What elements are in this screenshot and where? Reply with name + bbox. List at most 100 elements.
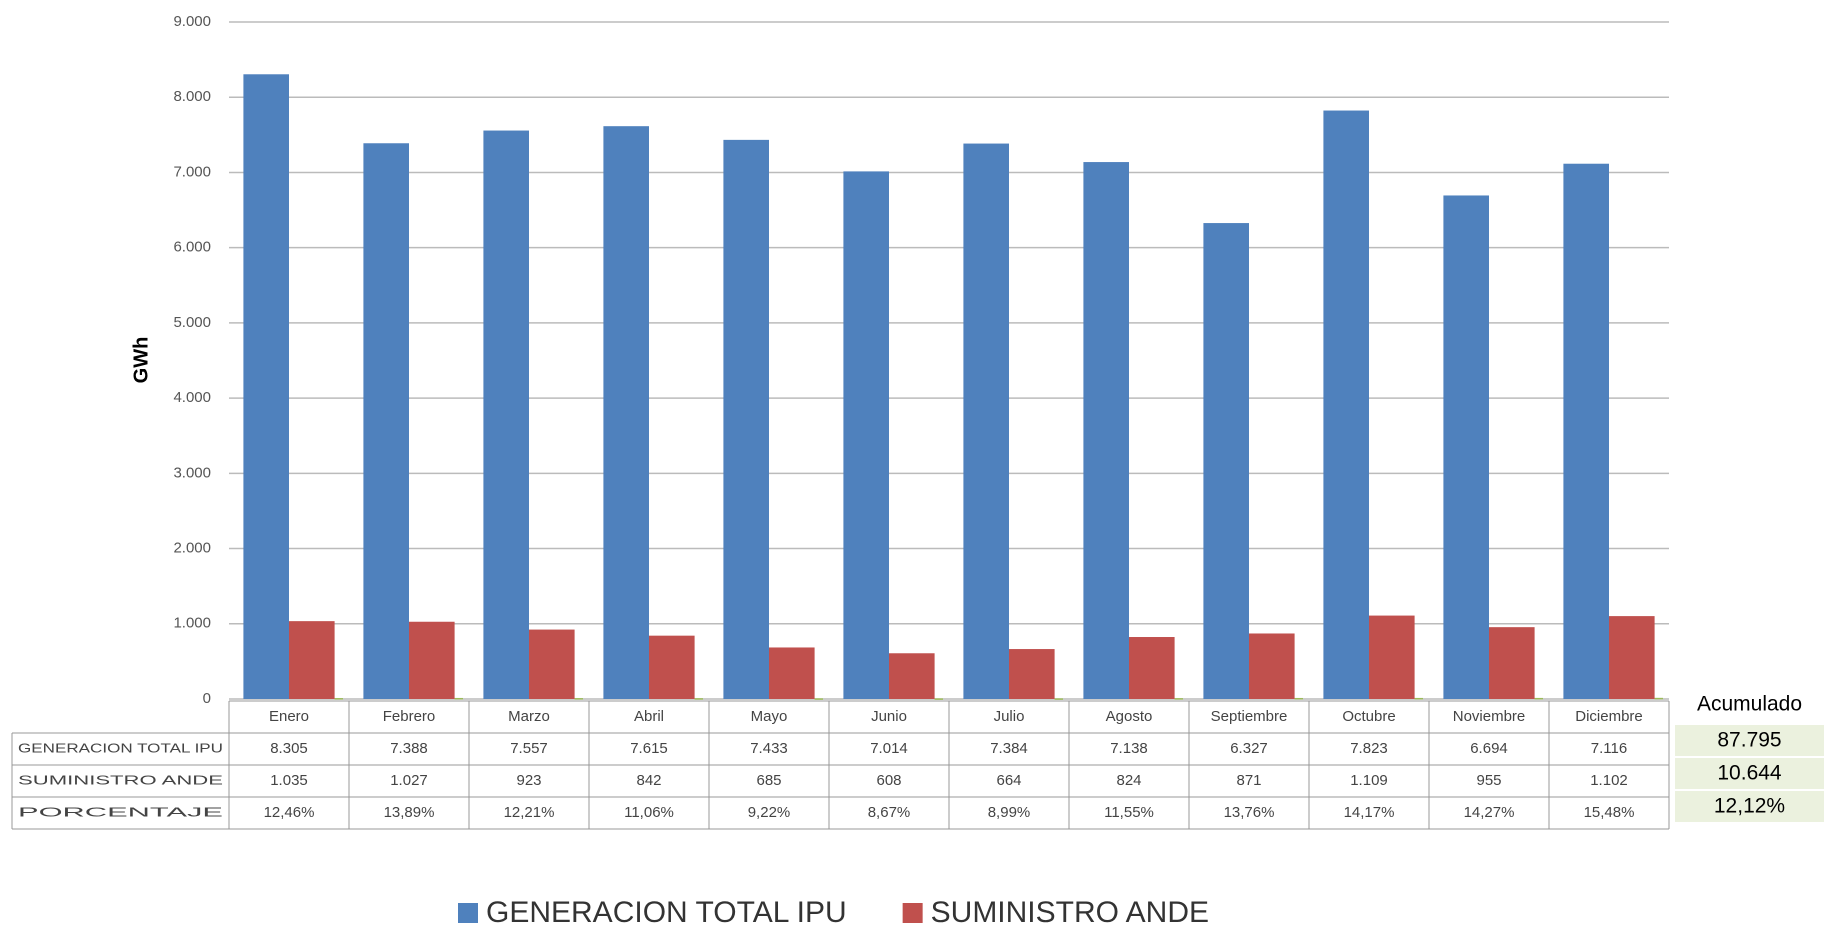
x-tick-label: Agosto (1106, 708, 1153, 725)
legend-swatch (458, 903, 478, 923)
x-tick-label: Octubre (1342, 708, 1395, 725)
x-tick-label: Noviembre (1453, 708, 1526, 725)
y-tick-label: 4.000 (173, 389, 211, 406)
bar (363, 143, 409, 699)
table-cell: 8.305 (270, 740, 308, 757)
bar (289, 621, 335, 699)
x-tick-label: Marzo (508, 708, 550, 725)
bar (529, 629, 575, 699)
table-cell: 824 (1116, 772, 1141, 789)
bar (483, 130, 529, 700)
table-cell: 9,22% (748, 804, 791, 821)
table-cell: 13,76% (1224, 804, 1275, 821)
legend-label: GENERACION TOTAL IPU (486, 896, 847, 928)
table-cell: 12,46% (264, 804, 315, 821)
bar (934, 698, 943, 700)
table-cell: 955 (1476, 772, 1501, 789)
table-cell: 1.027 (390, 772, 428, 789)
y-tick-label: 7.000 (173, 163, 211, 180)
totals-cell (1675, 725, 1824, 756)
y-tick-label: 6.000 (173, 239, 211, 256)
table-row-header: GENERACION TOTAL IPU (18, 740, 223, 755)
table-cell: 1.102 (1590, 772, 1628, 789)
bar (1083, 162, 1129, 699)
table-cell: 1.035 (270, 772, 308, 789)
table-cell: 14,17% (1344, 804, 1395, 821)
table-cell: 8,67% (868, 804, 911, 821)
y-tick-label: 8.000 (173, 88, 211, 105)
table-cell: 7.433 (750, 740, 788, 757)
table-cell: 7.116 (1591, 740, 1627, 757)
bar (334, 698, 343, 700)
totals-cell (1675, 758, 1824, 789)
bar (723, 139, 769, 699)
table-cell: 13,89% (384, 804, 435, 821)
table-cell: 12,21% (504, 804, 555, 821)
table-row-header: PORCENTAJE (18, 804, 224, 819)
y-tick-label: 9.000 (173, 13, 211, 30)
totals-value: 10.644 (1717, 762, 1782, 785)
bar (409, 621, 455, 699)
totals-cell (1675, 791, 1824, 822)
table-cell: 871 (1236, 772, 1261, 789)
table-cell: 664 (996, 772, 1021, 789)
bar (1443, 195, 1489, 699)
bar (963, 143, 1009, 700)
table-cell: 11,55% (1104, 804, 1154, 821)
x-tick-label: Julio (994, 708, 1025, 725)
table-cell: 7.615 (630, 740, 668, 757)
table-cell: 6.694 (1470, 740, 1508, 757)
y-axis-label: GWh (130, 337, 152, 384)
table-cell: 7.388 (390, 740, 428, 757)
x-tick-label: Diciembre (1575, 708, 1643, 725)
bar (1369, 615, 1415, 699)
table-cell: 6.327 (1230, 740, 1268, 757)
table-cell: 608 (876, 772, 901, 789)
y-tick-label: 2.000 (173, 540, 211, 557)
legend-label: SUMINISTRO ANDE (931, 896, 1209, 928)
table-cell: 7.384 (990, 740, 1028, 757)
totals-value: 87.795 (1717, 729, 1781, 752)
y-tick-label: 3.000 (173, 464, 211, 481)
y-tick-label: 5.000 (173, 314, 211, 331)
y-tick-label: 0 (203, 690, 211, 707)
bar (889, 653, 935, 699)
bar (1009, 649, 1055, 699)
bar (769, 647, 815, 699)
legend-swatch (902, 903, 923, 923)
table-cell: 7.014 (870, 740, 908, 757)
table-cell: 1.109 (1350, 772, 1388, 789)
bar (454, 697, 463, 700)
bar (1654, 697, 1663, 700)
bar (814, 698, 823, 700)
table-cell: 14,27% (1464, 804, 1515, 821)
table-cell: 7.557 (510, 740, 548, 757)
table-cell: 15,48% (1584, 804, 1635, 821)
bar (1609, 616, 1655, 699)
bar (843, 171, 889, 699)
bar (1129, 637, 1175, 699)
x-tick-label: Mayo (751, 708, 788, 725)
bar (603, 126, 649, 699)
table-cell: 842 (636, 772, 661, 789)
bar (1294, 697, 1303, 700)
bar (1489, 627, 1535, 699)
bar (1174, 698, 1183, 700)
x-tick-label: Septiembre (1211, 708, 1288, 725)
bar (1414, 697, 1423, 700)
bar (649, 635, 695, 699)
table-cell: 8,99% (988, 804, 1031, 821)
y-tick-label: 1.000 (173, 615, 211, 632)
table-cell: 685 (756, 772, 781, 789)
totals-value: 12,12% (1714, 795, 1785, 818)
totals-header: Acumulado (1697, 693, 1802, 716)
bar (1203, 223, 1249, 699)
x-tick-label: Febrero (383, 708, 436, 725)
x-tick-label: Enero (269, 708, 309, 725)
table-cell: 7.823 (1350, 740, 1388, 757)
bar (1534, 697, 1543, 700)
table-cell: 923 (516, 772, 541, 789)
table-cell: 7.138 (1110, 740, 1148, 757)
bar (243, 74, 289, 700)
